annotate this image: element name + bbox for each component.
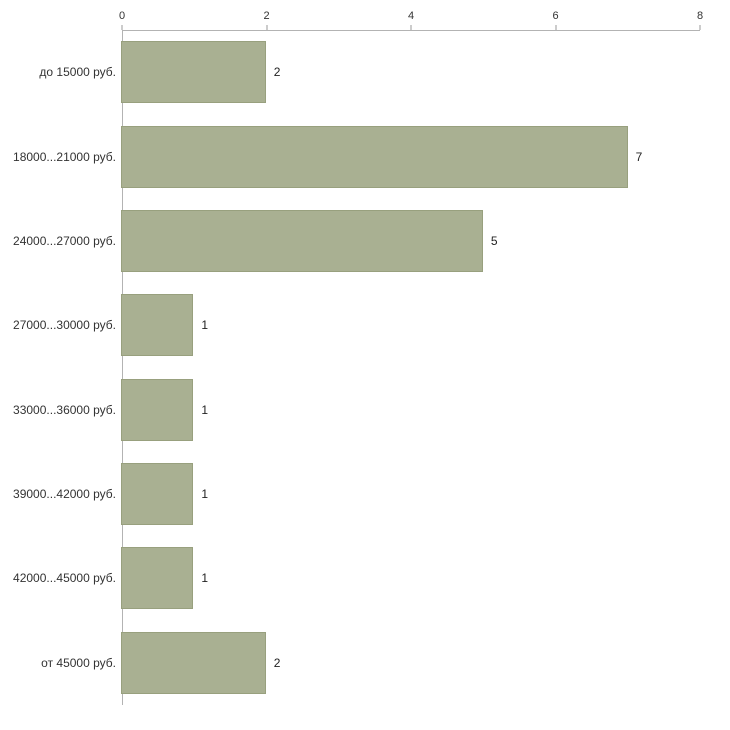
bar [121,463,194,526]
x-tick-label: 0 [118,10,126,22]
chart-row: 18000...21000 руб. 7 [0,114,730,198]
x-tick-label: 4 [407,10,415,22]
bar-area: 1 [121,294,700,357]
chart-row: 24000...27000 руб. 5 [0,199,730,283]
value-label: 7 [635,149,643,164]
category-label: 27000...30000 руб. [13,318,116,333]
x-tick-label: 8 [696,10,704,22]
x-axis: 0 2 4 6 8 [118,0,704,30]
bar [121,631,266,694]
chart-row: 39000...42000 руб. 1 [0,452,730,536]
chart-row: 42000...45000 руб. 1 [0,536,730,620]
chart-row: до 15000 руб. 2 [0,30,730,114]
value-label: 1 [201,402,209,417]
bar [121,209,483,272]
x-tick-label: 6 [552,10,559,22]
x-axis-line [122,30,700,31]
value-label: 1 [201,571,209,586]
bar-area: 2 [121,631,700,694]
bar [121,41,266,104]
y-axis-line [122,30,123,705]
category-label: 33000...36000 руб. [13,402,116,417]
x-tick-label: 2 [263,10,270,22]
value-label: 2 [273,655,281,670]
bar [121,378,194,441]
x-tick-mark [266,25,267,30]
chart-rows: до 15000 руб. 2 18000...21000 руб. 7 24000..… [0,30,730,705]
category-label: от 45000 руб. [41,655,116,670]
x-tick-mark [699,25,701,30]
chart-row: от 45000 руб. 2 [0,621,730,705]
bar-area: 1 [121,547,700,610]
chart-row: 33000...36000 руб. 1 [0,368,730,452]
value-label: 2 [273,65,281,80]
x-tick-mark [410,25,412,30]
category-label: 42000...45000 руб. [13,571,116,586]
bar [121,294,194,357]
bar [121,125,628,188]
x-tick-mark [121,25,123,30]
x-tick-mark [555,25,556,30]
bar-area: 5 [121,209,700,272]
bar [121,547,194,610]
bar-area: 7 [121,125,700,188]
category-label: 18000...21000 руб. [13,149,116,164]
bar-area: 1 [121,378,700,441]
bar-area: 2 [121,41,700,104]
value-label: 5 [490,233,498,248]
value-label: 1 [201,318,209,333]
category-label: 39000...42000 руб. [13,487,116,502]
value-label: 1 [201,487,209,502]
category-label: до 15000 руб. [39,65,116,80]
bar-area: 1 [121,463,700,526]
chart-row: 27000...30000 руб. 1 [0,283,730,367]
category-label: 24000...27000 руб. [13,233,116,248]
